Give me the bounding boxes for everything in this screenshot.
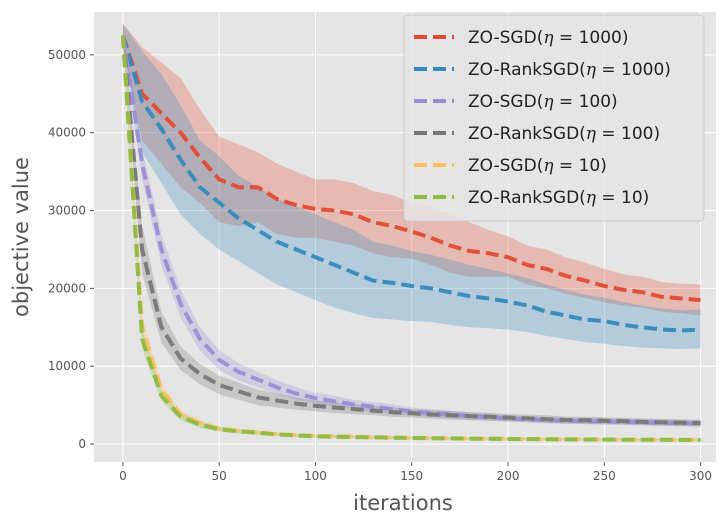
y-tick-label: 0 xyxy=(78,437,86,451)
x-tick-label: 50 xyxy=(212,469,227,483)
x-tick-label: 300 xyxy=(689,469,712,483)
legend-entry: ZO-SGD(η = 100) xyxy=(468,92,618,112)
x-axis-ticks: 0 50 100 150 200 250 300 xyxy=(119,462,712,483)
x-tick-label: 200 xyxy=(497,469,520,483)
x-tick-label: 150 xyxy=(400,469,423,483)
legend-entry: ZO-RankSGD(η = 100) xyxy=(468,124,660,144)
y-tick-label: 30000 xyxy=(48,204,86,218)
x-tick-label: 100 xyxy=(304,469,327,483)
x-tick-label: 0 xyxy=(119,469,127,483)
legend: ZO-SGD(η = 1000) ZO-RankSGD(η = 1000) ZO-S… xyxy=(403,14,705,222)
y-axis-ticks: 0 10000 20000 30000 40000 50000 xyxy=(48,48,94,451)
legend-entry: ZO-RankSGD(η = 1000) xyxy=(468,60,671,80)
series-line-5 xyxy=(120,35,701,442)
series-lines xyxy=(120,34,701,442)
series-band-1 xyxy=(122,23,701,316)
confidence-bands xyxy=(122,23,701,441)
series-line-6 xyxy=(120,35,701,442)
y-tick-label: 40000 xyxy=(48,126,86,140)
y-tick-label: 50000 xyxy=(48,48,86,62)
legend-entry: ZO-SGD(η = 10) xyxy=(468,156,607,176)
x-tick-label: 250 xyxy=(593,469,616,483)
legend-entry: ZO-RankSGD(η = 10) xyxy=(468,188,649,208)
series-line-2 xyxy=(120,34,701,333)
series-line-4 xyxy=(120,35,701,426)
y-axis-label: objective value xyxy=(9,157,33,317)
legend-box xyxy=(403,14,705,222)
x-axis-label: iterations xyxy=(353,491,453,515)
y-tick-label: 20000 xyxy=(48,281,86,295)
legend-entry: ZO-SGD(η = 1000) xyxy=(468,28,628,48)
y-tick-label: 10000 xyxy=(48,359,86,373)
series-band-2 xyxy=(122,23,701,350)
series-line-3 xyxy=(120,35,701,426)
series-line-1 xyxy=(121,34,701,303)
